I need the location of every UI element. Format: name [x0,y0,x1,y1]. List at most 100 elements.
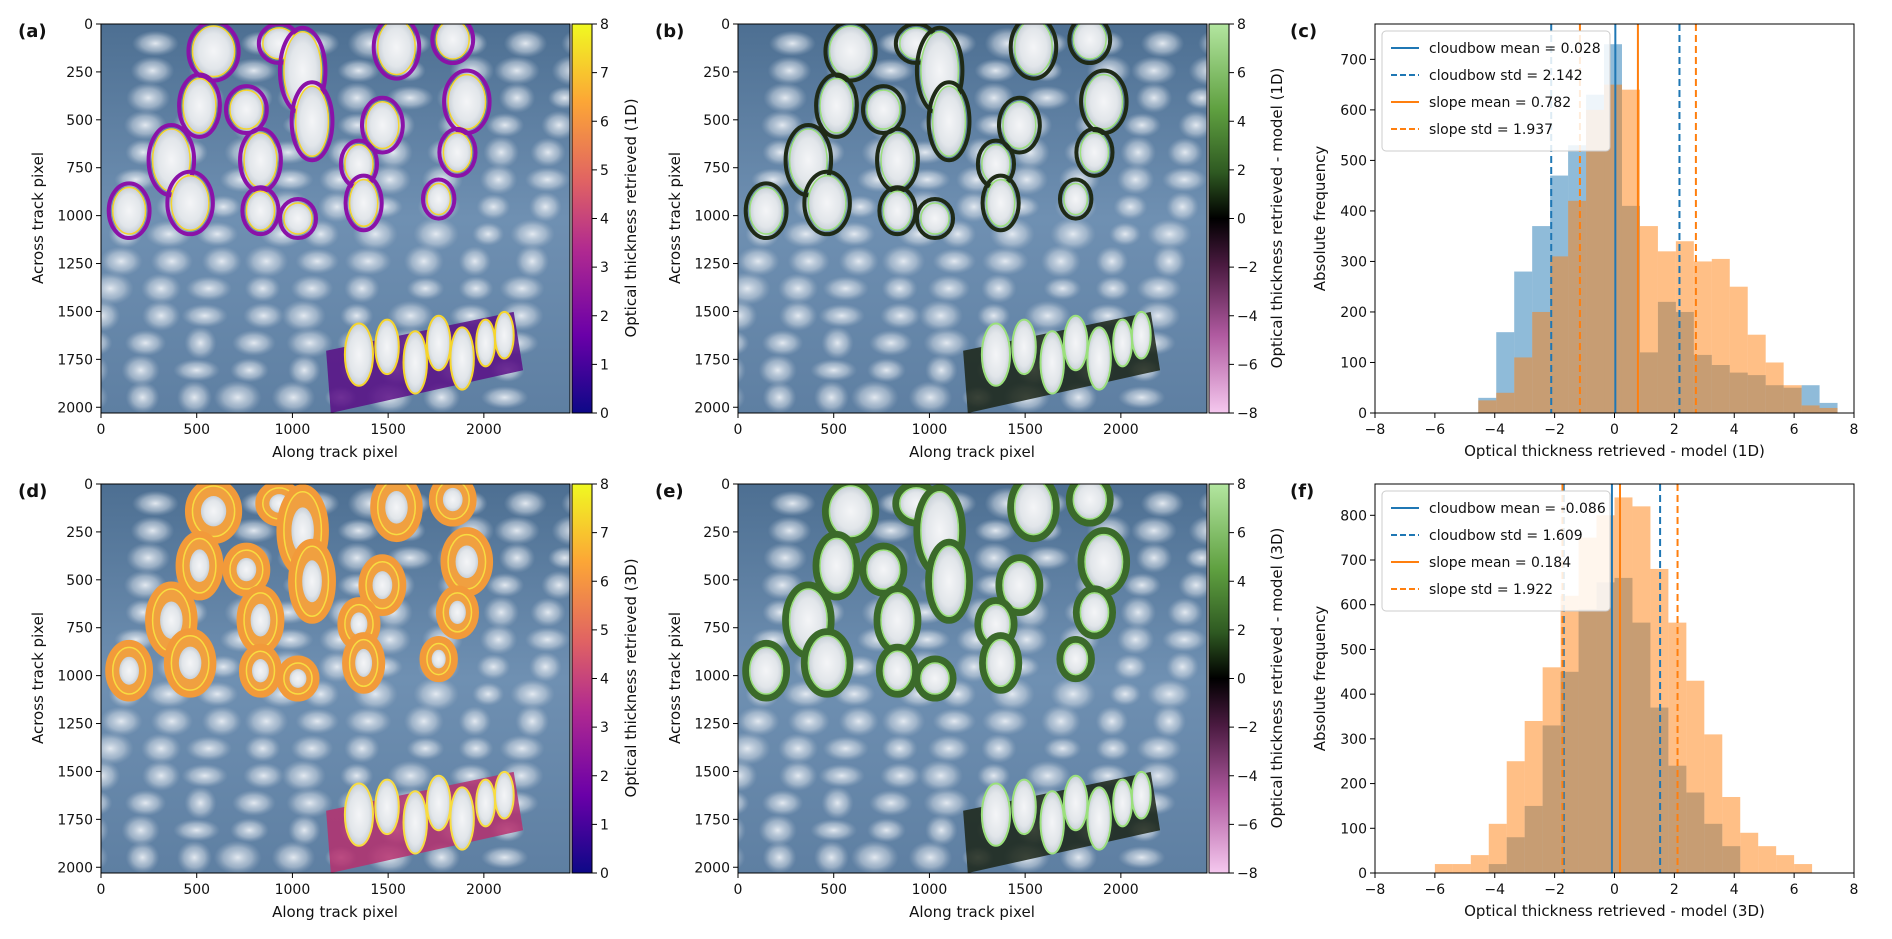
retrieval-outline [106,181,152,241]
cbar-label-d: Optical thickness retrieved (3D) [622,558,640,797]
cloud-center [236,557,257,582]
x-tick-label: 0 [97,882,106,898]
strip-cloud [493,310,515,360]
cloud-puff [762,841,797,873]
hist-bar-slope [1794,864,1813,873]
cloud-puff [479,164,518,195]
cloud-puff [1167,597,1203,628]
cloud-puff [1024,760,1071,792]
strip-cloud [343,322,375,387]
cloud-puff [1140,489,1185,518]
cloud-puff [1050,677,1096,711]
y-tick-label: 0 [84,477,93,493]
cloud-core [1002,561,1037,610]
cloud-puff [173,359,221,382]
cloud-puff [472,682,505,706]
cloud-center [200,496,227,527]
hist-bar-slope [1704,734,1723,873]
retrieval-outline [342,632,386,694]
x-tick-label: 500 [820,422,847,438]
cloud-puff [813,380,849,413]
cloud-puff [181,764,228,788]
colorbar-tick-label: 8 [600,17,609,33]
cloud-puff [524,627,570,653]
legend: cloudbow mean = -0.086 cloudbow std = 1.6… [1381,490,1611,612]
retrieval-outline [371,24,422,81]
cloud-puff [818,304,865,328]
xlabel-a: Along track pixel [272,443,398,461]
cloud-puff [769,30,816,57]
cloud-puff [530,597,566,628]
cloud-puff [493,516,540,546]
cloud-puff [908,381,953,413]
retrieval-outline [1057,177,1094,221]
x-tick-label: 2 [1670,882,1679,898]
y-tick-label: 250 [703,65,730,81]
cloud-puff [767,516,812,545]
cloud-puff [101,706,143,737]
cloud-puff [150,706,193,737]
hist-bar-slope [1765,362,1784,413]
cloud-core [1079,132,1110,173]
cloud-puff [244,704,289,738]
map-panel-a: 0 500 1000 1500 2000025050075010001250150017… [57,17,571,438]
hist-bar-slope [1621,89,1640,413]
cloud-core [985,178,1016,228]
cloud-puff [762,381,797,413]
cloud-puff [867,358,906,383]
strip-cloud [449,326,475,391]
y-tick-label: 1000 [694,209,730,225]
cloud-puff [925,814,958,846]
y-tick-label: 0 [721,477,730,493]
cloud-puff [1113,653,1148,680]
cloud-puff [503,29,548,58]
cloud-puff [908,841,953,873]
cloud-core [442,132,473,173]
cloud-puff [126,542,171,574]
retrieval-outline [1056,635,1095,683]
y-tick-label: 1250 [57,257,93,273]
retrieval-outline [163,628,217,698]
cloud-puff [101,759,121,792]
cloud-puff [271,381,316,413]
cloud-puff [181,304,228,328]
cloud-puff [524,167,570,193]
retrieval-outline [359,95,405,155]
cloud-puff [213,840,262,873]
y-tick-label: 300 [1340,732,1367,748]
cloud-puff [1135,82,1173,114]
cloud-puff [528,191,562,222]
retrieval-outline [913,655,957,702]
cloud-center [302,560,322,603]
cloud-core [748,646,784,695]
strip-cloud [980,782,1012,847]
cloud-puff [406,277,445,300]
x-tick-label: −4 [1484,422,1505,438]
cloud-core [866,89,901,130]
hist-bar-slope [1711,258,1730,413]
cloud-puff [1130,516,1177,546]
retrieval-outline [814,72,859,139]
cloud-center [455,545,479,579]
y-tick-label: 2000 [694,400,730,416]
cloud-puff [880,302,922,329]
y-tick-label: 0 [1358,866,1367,882]
cloud-puff [1178,570,1207,600]
cloud-center [189,549,210,583]
y-tick-label: 1000 [694,669,730,685]
cloud-puff [1198,491,1207,516]
ylabel-b: Across track pixel [666,152,684,284]
retrieval-outline [177,72,222,139]
cloud-puff [387,300,434,332]
cloud-puff [141,760,181,791]
retrieval-outline [995,554,1044,616]
retrieval-outline [1074,126,1115,178]
cloud-puff [101,790,113,815]
x-tick-label: 2000 [466,422,502,438]
y-tick-label: 1750 [57,812,93,828]
cloud-puff [498,542,536,574]
strip-cloud [1011,318,1037,376]
legend-entry: cloudbow std = 1.609 [1429,528,1583,544]
cloud-center [355,648,373,677]
y-tick-label: 500 [1340,153,1367,169]
